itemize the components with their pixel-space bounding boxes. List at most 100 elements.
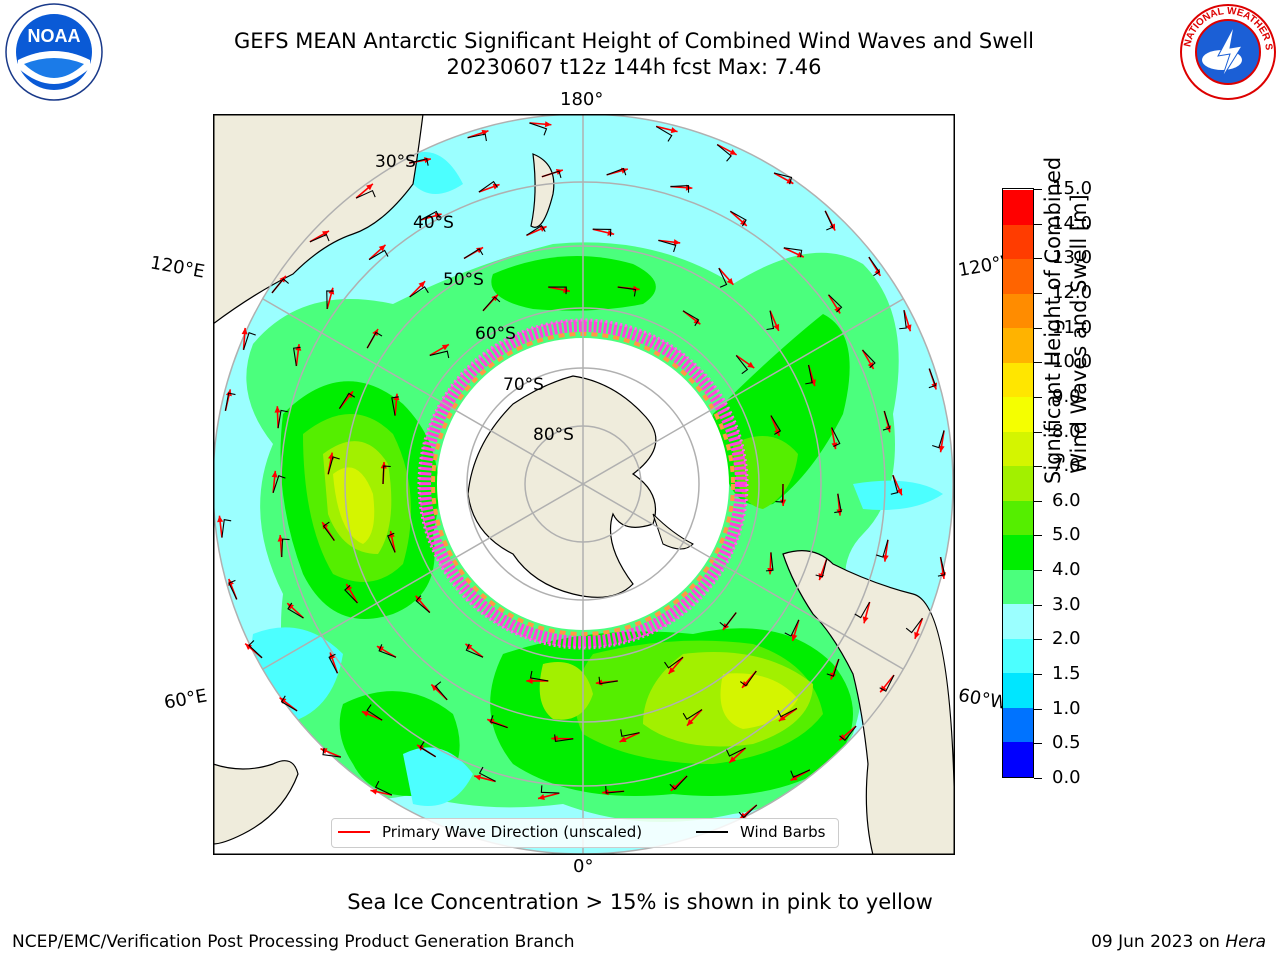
colorbar-segment bbox=[1003, 603, 1033, 639]
wave-arrow-head bbox=[670, 784, 678, 791]
wind-barb bbox=[328, 653, 338, 674]
colorbar-segment bbox=[1003, 465, 1033, 501]
wave-arrow-head bbox=[526, 677, 533, 684]
wind-barb bbox=[725, 747, 746, 757]
wave-arrow-head bbox=[474, 774, 482, 781]
wind-barb bbox=[463, 248, 484, 259]
map-legend: Primary Wave Direction (unscaled) Wind B… bbox=[331, 818, 839, 848]
legend-item-barbs: Wind Barbs bbox=[696, 823, 825, 841]
sea-ice-note: Sea Ice Concentration > 15% is shown in … bbox=[347, 890, 933, 914]
wave-arrow-head bbox=[544, 121, 552, 128]
antarctic-wave-height-map bbox=[213, 114, 955, 859]
wind-barb bbox=[670, 185, 690, 193]
colorbar-segment bbox=[1003, 500, 1033, 536]
lon-label-120e: 120°E bbox=[148, 252, 207, 283]
colorbar-segment bbox=[1003, 569, 1033, 605]
wind-barb bbox=[281, 538, 290, 558]
wave-arrow-head bbox=[241, 327, 248, 335]
wind-barb bbox=[382, 465, 391, 485]
wave-arrow-head bbox=[217, 515, 224, 523]
wind-barb bbox=[862, 349, 876, 369]
wind-barb bbox=[378, 644, 397, 658]
wind-barb bbox=[598, 676, 618, 685]
colorbar-tick-label: 4.0 bbox=[1052, 559, 1081, 581]
wind-barb bbox=[592, 228, 612, 237]
wind-barb bbox=[465, 643, 484, 658]
colorbar-tick-label: 0.0 bbox=[1052, 767, 1081, 788]
colorbar-tick-label: 15.0 bbox=[1052, 178, 1093, 199]
wind-barb bbox=[738, 804, 758, 819]
wind-barb bbox=[718, 267, 728, 288]
colorbar bbox=[1002, 188, 1034, 778]
lat-label-30s: 30°S bbox=[375, 152, 416, 172]
wind-barb bbox=[777, 707, 798, 718]
wind-barb bbox=[478, 180, 498, 193]
wind-barb bbox=[548, 286, 567, 295]
colorbar-segment bbox=[1003, 707, 1033, 743]
wave-arrow-head bbox=[905, 324, 912, 332]
legend-wave-label: Primary Wave Direction (unscaled) bbox=[382, 823, 643, 841]
wind-barb bbox=[326, 290, 334, 309]
colorbar-tick-label: 11.0 bbox=[1052, 316, 1093, 338]
wave-arrow-head bbox=[742, 681, 749, 688]
wind-barb bbox=[784, 619, 800, 637]
wind-barb bbox=[322, 747, 341, 758]
colorbar-tick-mark bbox=[1034, 223, 1042, 225]
wave-arrow-head bbox=[726, 277, 734, 285]
wave-arrow-head bbox=[693, 318, 701, 325]
lon-label-180: 180° bbox=[560, 89, 604, 110]
wave-arrow-head bbox=[370, 788, 378, 795]
lon-label-0: 0° bbox=[573, 856, 594, 877]
wind-barb bbox=[409, 158, 429, 166]
wave-arrow-head bbox=[862, 616, 869, 624]
colorbar-segment bbox=[1003, 189, 1033, 225]
wind-barb bbox=[879, 674, 895, 692]
africa-landmass bbox=[213, 760, 299, 845]
svg-text:NOAA: NOAA bbox=[28, 26, 81, 46]
colorbar-title-line1: Significant Height of Combined bbox=[1041, 156, 1065, 484]
wind-barb bbox=[221, 519, 232, 538]
wind-barb bbox=[368, 249, 389, 261]
wind-barb bbox=[434, 681, 448, 701]
wind-barb bbox=[617, 286, 637, 297]
wind-barb bbox=[815, 559, 828, 578]
colorbar-tick-label: 12.0 bbox=[1052, 281, 1093, 303]
colorbar-segment bbox=[1003, 396, 1033, 432]
colorbar-segment bbox=[1003, 431, 1033, 467]
wave-arrow-head bbox=[839, 734, 847, 741]
legend-wave-swatch bbox=[338, 831, 370, 833]
colorbar-segment bbox=[1003, 638, 1033, 674]
wave-arrow-head bbox=[780, 499, 787, 506]
wind-barbs bbox=[221, 122, 946, 819]
wave-arrow-head bbox=[271, 470, 278, 478]
wave-arrow-head bbox=[796, 251, 804, 258]
wind-barb bbox=[828, 294, 843, 313]
wave-arrow-head bbox=[378, 244, 386, 252]
wind-barb bbox=[529, 122, 548, 136]
wind-barb bbox=[790, 769, 811, 778]
lat-label-80s: 80°S bbox=[533, 425, 574, 445]
wave-arrow-head bbox=[882, 554, 889, 562]
wave-arrow-head bbox=[538, 794, 545, 800]
wind-barb bbox=[344, 584, 358, 604]
graticule bbox=[213, 114, 954, 855]
colorbar-tick-label: 8.0 bbox=[1052, 420, 1081, 442]
wave-arrow-head bbox=[790, 774, 798, 781]
wind-barb bbox=[366, 331, 383, 349]
wave-arrow-head bbox=[287, 603, 294, 610]
wave-arrow-head bbox=[729, 149, 737, 155]
colorbar-tick-mark bbox=[1034, 362, 1042, 364]
wind-barb bbox=[669, 775, 688, 790]
wind-barb bbox=[834, 493, 842, 514]
footer-credit: NCEP/EMC/Verification Post Processing Pr… bbox=[12, 932, 575, 952]
wind-barb bbox=[831, 427, 841, 447]
colorbar-tick-mark bbox=[1034, 535, 1042, 537]
wind-barb bbox=[606, 167, 627, 176]
colorbar-tick-label: 14.0 bbox=[1052, 212, 1093, 234]
wind-barb bbox=[409, 286, 429, 298]
colorbar-tick-mark bbox=[1034, 189, 1042, 190]
wave-arrow-head bbox=[346, 391, 353, 399]
wave-arrow-head bbox=[361, 711, 369, 717]
legend-barb-swatch bbox=[696, 831, 728, 833]
footer-date-text: 09 Jun 2023 on bbox=[1091, 932, 1226, 952]
